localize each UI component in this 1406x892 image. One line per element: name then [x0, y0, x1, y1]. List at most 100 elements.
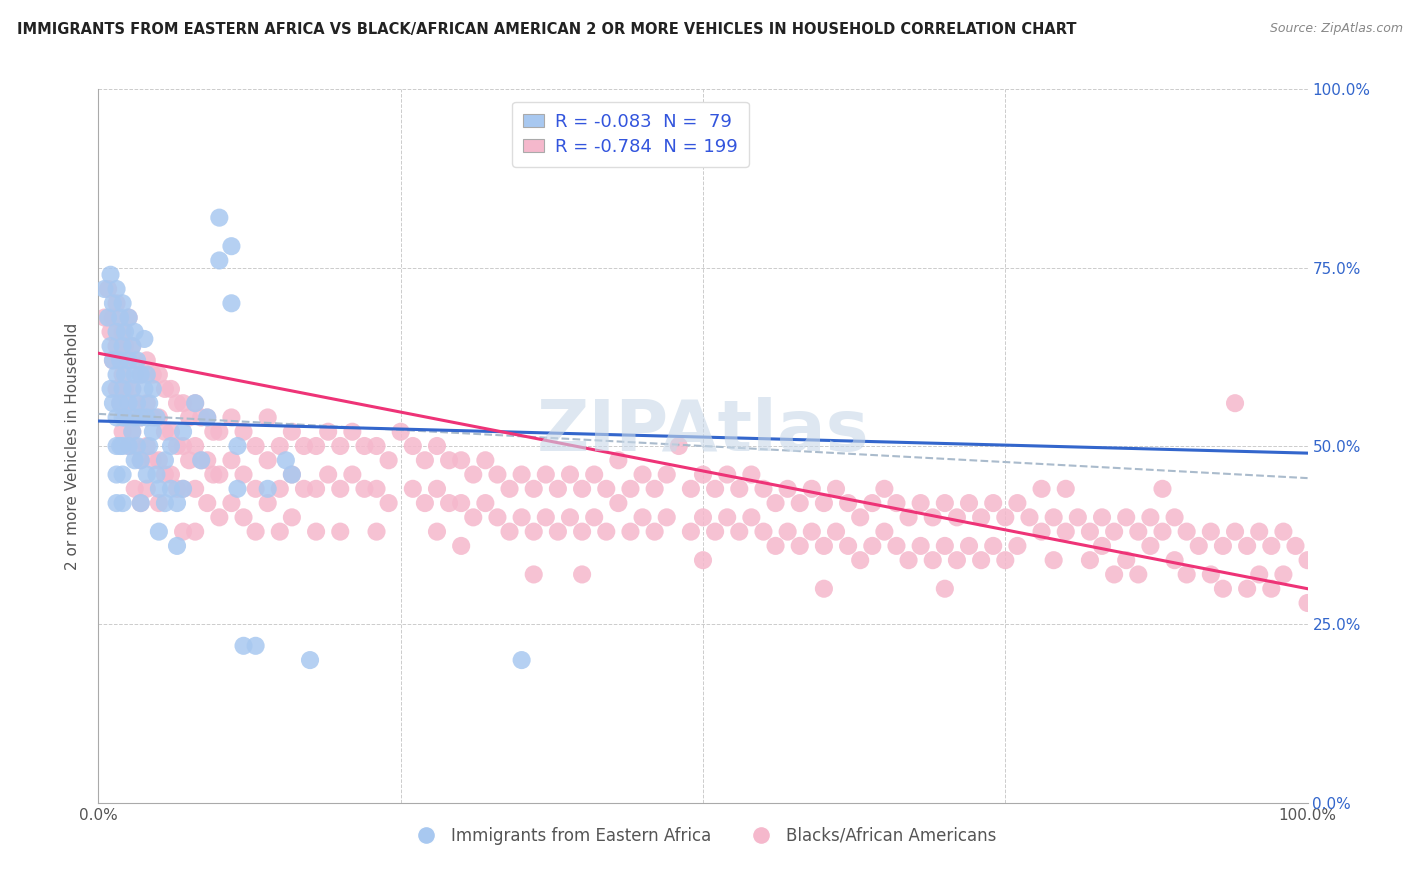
- Point: [124, 368, 146, 382]
- Point: [221, 453, 243, 467]
- Point: [195, 453, 218, 467]
- Point: [849, 553, 872, 567]
- Point: [101, 396, 124, 410]
- Point: [316, 467, 339, 482]
- Point: [1042, 553, 1064, 567]
- Point: [145, 410, 167, 425]
- Point: [195, 410, 218, 425]
- Y-axis label: 2 or more Vehicles in Household: 2 or more Vehicles in Household: [65, 322, 80, 570]
- Point: [800, 482, 823, 496]
- Point: [970, 510, 993, 524]
- Point: [166, 482, 188, 496]
- Point: [114, 368, 136, 382]
- Point: [118, 310, 141, 325]
- Point: [232, 467, 254, 482]
- Point: [1102, 567, 1125, 582]
- Point: [118, 439, 141, 453]
- Point: [437, 453, 460, 467]
- Point: [607, 453, 630, 467]
- Point: [366, 524, 388, 539]
- Point: [934, 582, 956, 596]
- Point: [100, 325, 122, 339]
- Point: [124, 410, 146, 425]
- Point: [118, 353, 141, 368]
- Text: Source: ZipAtlas.com: Source: ZipAtlas.com: [1270, 22, 1403, 36]
- Point: [93, 282, 115, 296]
- Point: [172, 524, 194, 539]
- Point: [97, 310, 120, 325]
- Point: [837, 496, 859, 510]
- Point: [160, 482, 183, 496]
- Point: [166, 439, 188, 453]
- Point: [413, 496, 436, 510]
- Point: [118, 439, 141, 453]
- Point: [366, 482, 388, 496]
- Point: [789, 496, 811, 510]
- Point: [534, 467, 557, 482]
- Point: [450, 453, 472, 467]
- Point: [108, 353, 131, 368]
- Point: [692, 510, 714, 524]
- Point: [129, 453, 152, 467]
- Point: [860, 539, 883, 553]
- Point: [776, 482, 799, 496]
- Point: [655, 510, 678, 524]
- Point: [135, 410, 157, 425]
- Point: [100, 382, 122, 396]
- Point: [1199, 524, 1222, 539]
- Point: [299, 653, 322, 667]
- Point: [101, 296, 124, 310]
- Point: [208, 253, 231, 268]
- Point: [860, 496, 883, 510]
- Point: [886, 496, 908, 510]
- Point: [160, 439, 183, 453]
- Point: [111, 439, 134, 453]
- Point: [184, 439, 207, 453]
- Point: [129, 453, 152, 467]
- Point: [127, 439, 149, 453]
- Point: [1031, 482, 1053, 496]
- Point: [619, 524, 641, 539]
- Point: [142, 425, 165, 439]
- Point: [281, 467, 304, 482]
- Point: [129, 496, 152, 510]
- Point: [101, 353, 124, 368]
- Point: [825, 524, 848, 539]
- Point: [510, 510, 533, 524]
- Point: [1054, 524, 1077, 539]
- Point: [226, 482, 249, 496]
- Point: [789, 539, 811, 553]
- Point: [558, 510, 581, 524]
- Point: [108, 353, 131, 368]
- Point: [498, 482, 520, 496]
- Point: [644, 524, 666, 539]
- Point: [571, 482, 593, 496]
- Point: [1163, 510, 1185, 524]
- Point: [142, 368, 165, 382]
- Point: [142, 453, 165, 467]
- Point: [190, 453, 212, 467]
- Point: [135, 482, 157, 496]
- Point: [1018, 510, 1040, 524]
- Point: [305, 482, 328, 496]
- Point: [269, 482, 291, 496]
- Point: [121, 382, 143, 396]
- Point: [873, 482, 896, 496]
- Point: [105, 296, 128, 310]
- Point: [1139, 510, 1161, 524]
- Point: [523, 524, 546, 539]
- Point: [101, 310, 124, 325]
- Point: [450, 496, 472, 510]
- Point: [970, 553, 993, 567]
- Point: [208, 510, 231, 524]
- Point: [547, 482, 569, 496]
- Point: [921, 553, 943, 567]
- Point: [114, 325, 136, 339]
- Point: [269, 524, 291, 539]
- Point: [256, 410, 278, 425]
- Point: [105, 325, 128, 339]
- Point: [208, 211, 231, 225]
- Point: [111, 396, 134, 410]
- Point: [849, 510, 872, 524]
- Point: [148, 496, 170, 510]
